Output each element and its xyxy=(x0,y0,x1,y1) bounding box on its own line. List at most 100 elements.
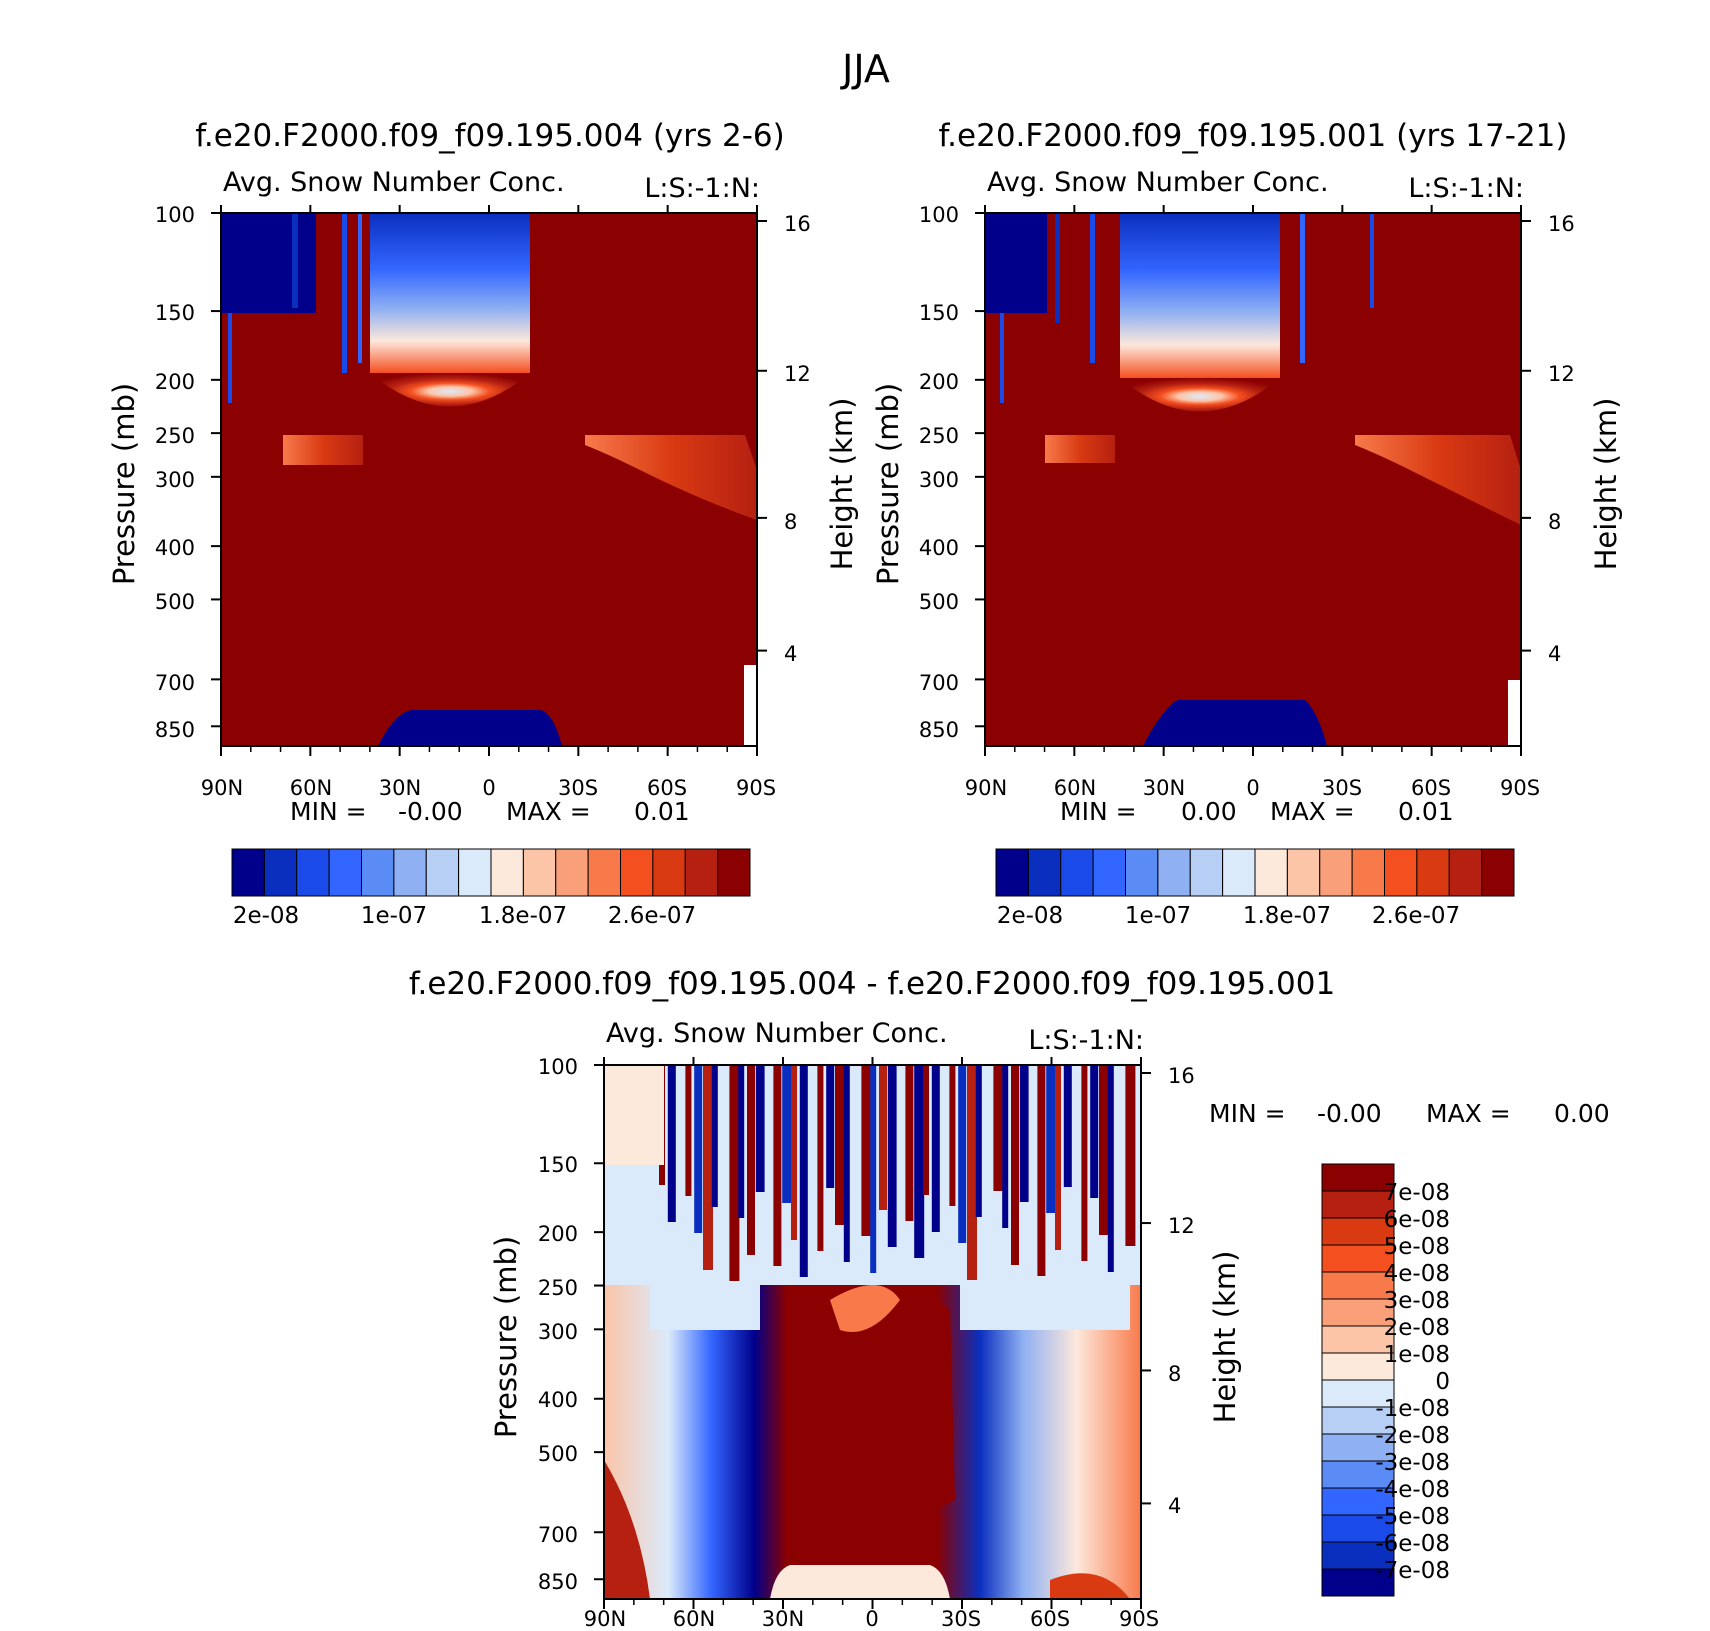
colorbar-swatch xyxy=(717,848,751,897)
y2-tick-label: 12 xyxy=(1168,1214,1195,1238)
panel-3-ylabel-right: Height (km) xyxy=(1208,1251,1242,1424)
colorbar-swatch xyxy=(393,848,427,897)
colorbar-swatch xyxy=(1384,848,1418,897)
y-tick-label: 850 xyxy=(538,1570,578,1594)
colorbar-swatch xyxy=(1254,848,1288,897)
panel-3-subtitle: Avg. Snow Number Conc. xyxy=(606,1018,948,1049)
colorbar-swatch xyxy=(1321,1352,1395,1381)
max-value: 0.01 xyxy=(1398,797,1454,826)
colorbar-label: 6e-08 xyxy=(1384,1207,1450,1233)
y-tick-label: 400 xyxy=(538,1388,578,1412)
colorbar-label: -6e-08 xyxy=(1375,1531,1450,1557)
min-value: 0.00 xyxy=(1181,797,1237,826)
colorbar-swatch xyxy=(1321,1244,1395,1273)
colorbar-swatch xyxy=(1222,848,1256,897)
colorbar-label: 1e-07 xyxy=(1125,903,1191,929)
x-tick-label: 60S xyxy=(647,776,687,800)
y-tick-label: 250 xyxy=(919,424,959,448)
y-tick-label: 700 xyxy=(919,671,959,695)
stripe xyxy=(958,1065,967,1243)
colorbar-label: 4e-08 xyxy=(1384,1261,1450,1287)
panel-1-ylabel: Pressure (mb) xyxy=(107,383,141,585)
x-tick-label: 90N xyxy=(201,776,243,800)
min-label: MIN = xyxy=(1209,1099,1286,1128)
stripe xyxy=(896,1065,903,1284)
colorbar-swatch xyxy=(1481,848,1515,897)
panel-2-tickmarks xyxy=(975,205,1531,756)
colorbar-label: 2e-08 xyxy=(997,903,1063,929)
colorbar-swatch xyxy=(1092,848,1126,897)
colorbar-label: 1.8e-07 xyxy=(1243,903,1331,929)
colorbar-label: -2e-08 xyxy=(1375,1423,1450,1449)
stripe xyxy=(711,1065,718,1207)
x-tick-label: 30N xyxy=(379,776,421,800)
colorbar-label: 1e-07 xyxy=(361,903,427,929)
stripe xyxy=(914,1065,925,1258)
stripe xyxy=(861,1065,872,1236)
colorbar-swatch xyxy=(684,848,719,897)
colorbar-swatch xyxy=(1416,848,1450,897)
colorbar-swatch xyxy=(1157,848,1191,897)
panel-3-colorbar-labels: 7e-08 6e-08 5e-08 4e-08 3e-08 2e-08 1e-0… xyxy=(1375,1180,1450,1584)
panel-2-ylabel: Pressure (mb) xyxy=(871,383,905,585)
y-tick-label: 700 xyxy=(155,671,195,695)
x-tick-label: 0 xyxy=(1246,776,1259,800)
panel-2-minmax: MIN = 0.00 MAX = 0.01 xyxy=(1060,797,1454,826)
panel-3-colorbar xyxy=(1321,1163,1395,1597)
max-label: MAX = xyxy=(1270,797,1355,826)
y2-tick-label: 12 xyxy=(1548,362,1575,386)
min-label: MIN = xyxy=(1060,797,1137,826)
y-tick-label: 400 xyxy=(919,536,959,560)
colorbar-label: 1e-08 xyxy=(1384,1342,1450,1368)
stripe xyxy=(940,1065,951,1269)
stripe xyxy=(993,1065,1004,1191)
panel-1-subtitle: Avg. Snow Number Conc. xyxy=(223,167,565,198)
min-label: MIN = xyxy=(290,797,367,826)
panel-2-field xyxy=(985,213,1521,746)
y-tick-label: 400 xyxy=(155,536,195,560)
stripe xyxy=(1055,1065,1061,1250)
x-tick-label: 30S xyxy=(1322,776,1362,800)
y2-tick-label: 4 xyxy=(1548,642,1561,666)
stripe xyxy=(720,1065,729,1244)
colorbar-swatch xyxy=(1125,848,1159,897)
panel-3-title: f.e20.F2000.f09_f09.195.004 - f.e20.F200… xyxy=(409,966,1335,1002)
panel-2-title: f.e20.F2000.f09_f09.195.001 (yrs 17-21) xyxy=(939,118,1568,154)
stripe xyxy=(738,1065,745,1218)
stripe xyxy=(826,1065,835,1188)
x-tick-label: 60S xyxy=(1030,1607,1070,1631)
colorbar-label: 0 xyxy=(1435,1369,1450,1395)
colorbar-swatch xyxy=(296,848,330,897)
colorbar-label: 3e-08 xyxy=(1384,1288,1450,1314)
stripe xyxy=(984,1065,993,1254)
stripe xyxy=(764,1065,771,1229)
stripe xyxy=(1116,1065,1125,1209)
y-tick-label: 850 xyxy=(919,718,959,742)
stripe xyxy=(703,1065,713,1270)
colorbar-swatch xyxy=(1321,1298,1395,1327)
panel-3-corner-label: L:S:-1:N: xyxy=(1028,1025,1144,1056)
x-tick-label: 0 xyxy=(482,776,495,800)
stripe xyxy=(1072,1065,1083,1224)
y-tick-label: 300 xyxy=(538,1320,578,1344)
y2-tick-label: 4 xyxy=(1168,1494,1181,1518)
stripe xyxy=(1019,1065,1030,1202)
x-tick-label: 60N xyxy=(1054,776,1096,800)
y-tick-label: 850 xyxy=(155,718,195,742)
panel-1-minmax: MIN = -0.00 MAX = 0.01 xyxy=(290,797,690,826)
colorbar-label: 2.6e-07 xyxy=(1372,903,1460,929)
panel-1-colorbar xyxy=(231,848,751,897)
stripe xyxy=(791,1065,797,1240)
stripe xyxy=(1107,1065,1114,1272)
y-tick-label: 150 xyxy=(919,301,959,325)
stripe xyxy=(782,1065,793,1203)
colorbar-swatch xyxy=(1321,1406,1395,1435)
y-tick-label: 300 xyxy=(155,468,195,492)
colorbar-swatch xyxy=(425,848,460,897)
main-title: JJA xyxy=(840,47,890,91)
colorbar-label: 1.8e-07 xyxy=(479,903,567,929)
stripe xyxy=(1081,1065,1088,1261)
stripe xyxy=(799,1065,808,1277)
panel-1-field xyxy=(221,213,757,746)
